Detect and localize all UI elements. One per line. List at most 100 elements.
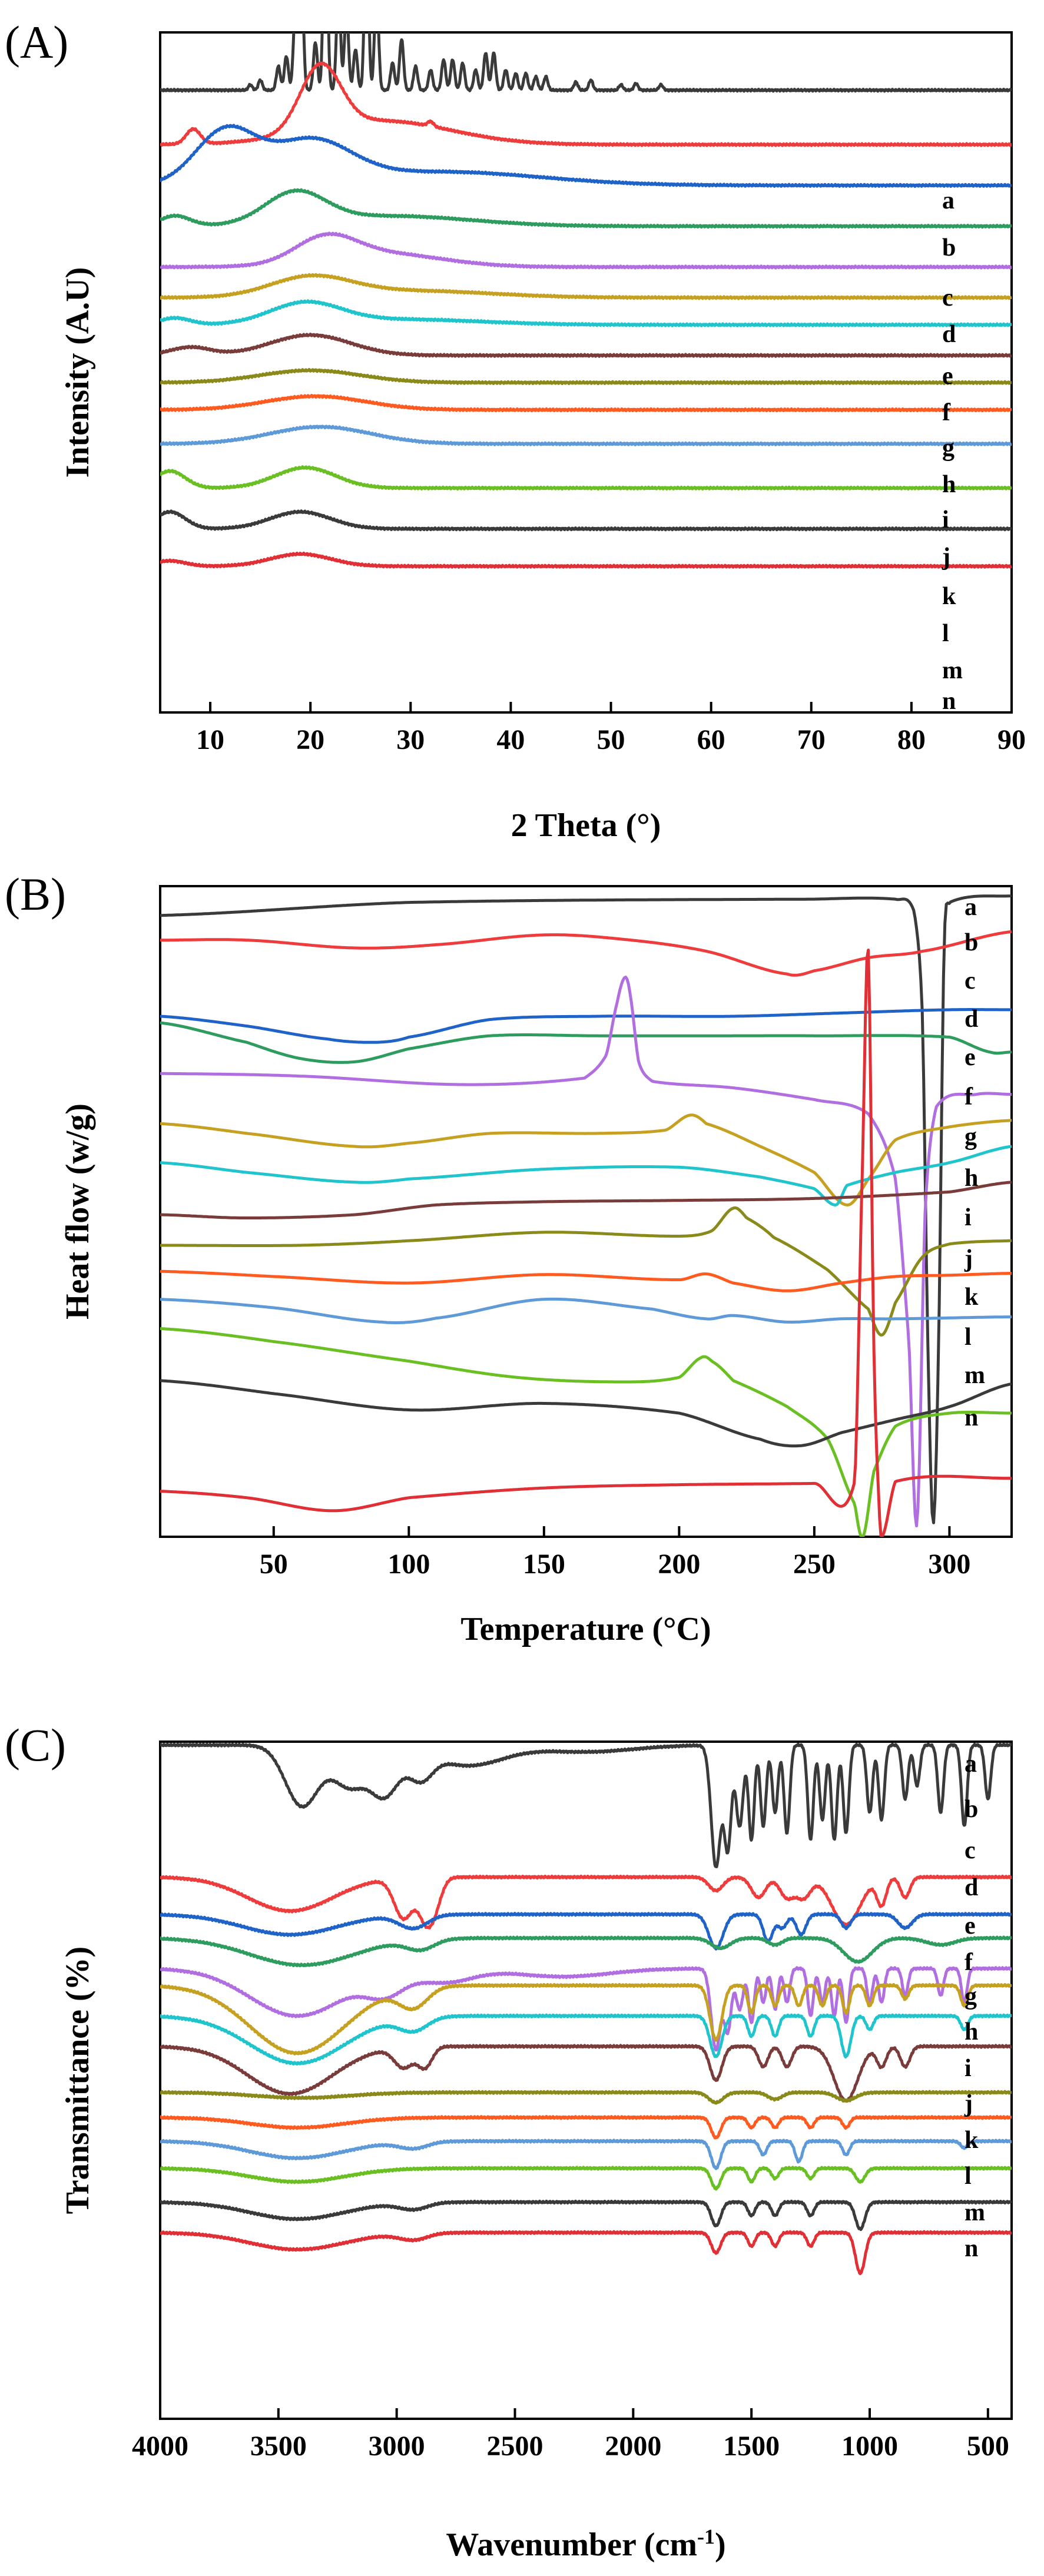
- x-tick-label: 60: [697, 724, 725, 755]
- series-n-line: [160, 2230, 1012, 2276]
- series-a-label: a: [942, 187, 954, 214]
- series-i-label: i: [965, 2055, 972, 2082]
- series-n-line: [160, 949, 1012, 1537]
- series-g-label: g: [965, 1983, 977, 2010]
- series-g-label: g: [965, 1123, 977, 1151]
- x-tick-label: 2000: [605, 2431, 661, 2462]
- series-e-line: [160, 976, 1012, 1527]
- series-f-line: [160, 1982, 1012, 2056]
- series-a-label: a: [965, 1751, 977, 1778]
- series-h-line: [160, 1181, 1012, 1219]
- x-tick-label: 70: [797, 724, 826, 755]
- series-k-line: [160, 1297, 1012, 1324]
- series-j-line: [160, 2115, 1012, 2140]
- series-l-line: [160, 1327, 1012, 1537]
- axes-frame: [159, 1740, 1013, 2420]
- series-g-line: [160, 2013, 1012, 2066]
- x-tick-label: 80: [897, 724, 926, 755]
- series-e-line: [160, 1966, 1012, 2052]
- x-axis-title: Wavenumber (cm-1): [446, 2525, 725, 2563]
- series-k-line: [160, 2139, 1012, 2170]
- series-e-label: e: [965, 1912, 976, 1940]
- series-group: [160, 32, 1012, 569]
- series-c-label: c: [942, 284, 953, 311]
- series-group: [160, 894, 1012, 1537]
- series-b-line: [160, 1874, 1012, 1929]
- series-d-label: d: [965, 1006, 978, 1033]
- series-g-line: [160, 1145, 1012, 1206]
- x-tick-label: 1000: [841, 2431, 898, 2462]
- series-m-label: m: [942, 657, 963, 684]
- series-e-label: e: [965, 1044, 976, 1071]
- x-tick-label: 3000: [369, 2431, 425, 2462]
- axes-frame: [159, 31, 1013, 714]
- x-tick-label: 100: [387, 1549, 430, 1580]
- series-c-line: [160, 124, 1012, 188]
- series-d-line: [160, 188, 1012, 229]
- x-tick-label: 10: [196, 724, 224, 755]
- axes-frame: [159, 885, 1013, 1538]
- series-l-line: [160, 2166, 1012, 2191]
- series-f-line: [160, 1113, 1012, 1206]
- y-axis-title: Transmittance (%): [59, 1947, 96, 2214]
- x-axis-title: Temperature (°C): [460, 1611, 711, 1647]
- panel-letter: (B): [5, 868, 66, 920]
- x-tick-label: 200: [658, 1549, 700, 1580]
- series-j-line: [160, 1269, 1012, 1292]
- x-tick-label: 30: [396, 724, 425, 755]
- series-n-line: [160, 551, 1012, 569]
- x-tick-label: 50: [597, 724, 625, 755]
- series-h-label: h: [965, 1165, 978, 1192]
- series-f-label: f: [965, 1083, 973, 1110]
- series-f-label: f: [965, 1949, 973, 1976]
- series-h-line: [160, 2044, 1012, 2103]
- x-tick-label: 1500: [723, 2431, 780, 2462]
- series-k-label: k: [942, 583, 956, 610]
- series-h-line: [160, 332, 1012, 358]
- series-b-label: b: [942, 234, 956, 261]
- series-j-label: j: [942, 543, 950, 571]
- panel-letter: (A): [5, 16, 68, 68]
- series-m-line: [160, 2199, 1012, 2232]
- series-b-label: b: [965, 929, 978, 956]
- series-c-line: [160, 1008, 1012, 1044]
- series-j-label: j: [964, 1245, 973, 1272]
- x-axis-title: 2 Theta (°): [511, 807, 661, 844]
- x-tick-label: 90: [997, 724, 1026, 755]
- series-a-line: [160, 894, 1012, 1524]
- series-b-label: b: [965, 1796, 978, 1823]
- series-m-line: [160, 1379, 1012, 1448]
- series-c-label: c: [965, 967, 976, 994]
- x-tick-label: 4000: [132, 2431, 188, 2462]
- series-l-label: l: [942, 620, 949, 647]
- x-tick-label: 3500: [250, 2431, 307, 2462]
- x-tick-label: 250: [793, 1549, 836, 1580]
- series-i-label: i: [942, 506, 949, 533]
- series-i-line: [160, 2090, 1012, 2105]
- series-m-label: m: [965, 1362, 985, 1389]
- series-n-label: n: [965, 2235, 978, 2262]
- series-c-label: c: [965, 1837, 976, 1864]
- series-d-line: [160, 1021, 1012, 1064]
- series-group: [160, 1742, 1012, 2276]
- series-b-line: [160, 61, 1012, 147]
- series-n-label: n: [942, 688, 956, 715]
- series-i-line: [160, 1206, 1012, 1337]
- series-e-label: e: [942, 363, 953, 390]
- series-k-label: k: [965, 1284, 979, 1311]
- series-l-label: l: [965, 1324, 972, 1351]
- series-m-line: [160, 509, 1012, 532]
- series-k-label: k: [965, 2127, 979, 2154]
- series-n-label: n: [965, 1404, 978, 1431]
- series-g-line: [160, 299, 1012, 327]
- y-axis-title: Intensity (A.U): [59, 267, 96, 478]
- series-a-line: [160, 32, 1012, 93]
- series-h-label: h: [942, 471, 956, 498]
- x-tick-label: 40: [496, 724, 525, 755]
- series-d-label: d: [965, 1874, 978, 1901]
- series-f-label: f: [942, 399, 951, 426]
